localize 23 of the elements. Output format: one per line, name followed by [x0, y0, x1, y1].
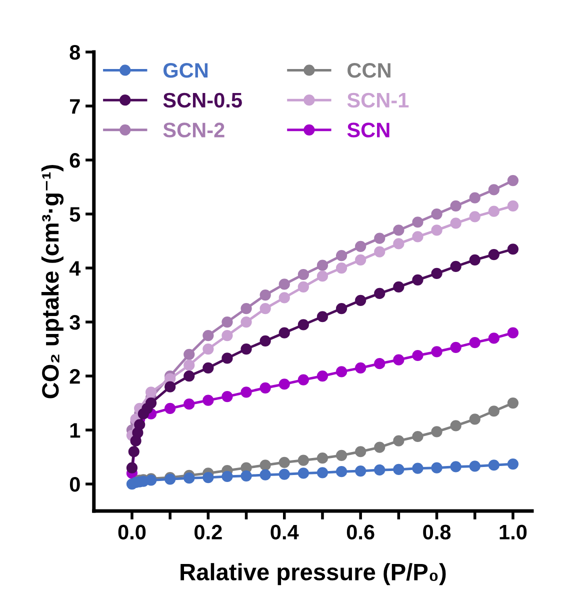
y-axis-title: CO₂ uptake (cm³·g⁻¹) [41, 164, 64, 398]
x-tick-label: 0.0 [118, 524, 146, 540]
x-tick-label: 0.6 [346, 524, 374, 540]
y-tick-label: 4 [69, 261, 81, 276]
y-tick-label: 5 [70, 207, 80, 222]
legend-label: SCN [347, 122, 390, 138]
y-tick-label: 6 [70, 153, 80, 168]
legend-label: CCN [348, 62, 390, 78]
x-axis-title: Ralative pressure (P/P₀) [180, 563, 446, 586]
x-tick-label: 0.8 [423, 524, 451, 540]
x-tick-label: 1.0 [500, 524, 527, 540]
y-tick-label: 3 [70, 315, 80, 330]
y-tick-label: 7 [70, 99, 80, 114]
y-tick-label: 2 [70, 369, 80, 384]
x-tick-label: 0.4 [270, 524, 299, 540]
y-tick-label: 0 [70, 477, 80, 492]
legend-label: GCN [163, 62, 208, 78]
y-tick-label: 8 [70, 45, 80, 60]
x-tick-label: 0.2 [194, 524, 222, 540]
legend-label: SCN-1 [347, 92, 409, 108]
y-tick-label: 1 [70, 423, 80, 438]
legend-label: SCN-0.5 [163, 92, 242, 108]
legend-label: SCN-2 [163, 122, 224, 138]
